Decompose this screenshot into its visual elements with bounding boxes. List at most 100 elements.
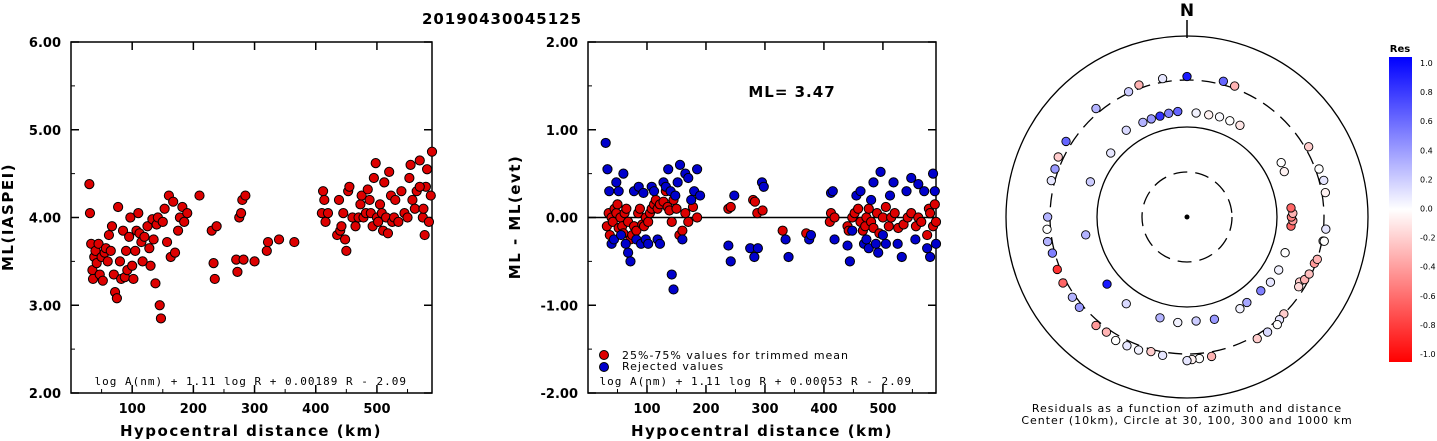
data-point xyxy=(749,196,761,207)
station-point xyxy=(1182,356,1192,366)
x-tick-label: 100 xyxy=(633,402,660,417)
data-point xyxy=(783,251,794,263)
data-point xyxy=(409,203,420,214)
data-point xyxy=(829,234,840,245)
data-point xyxy=(668,284,679,295)
y-tick-label: 1.00 xyxy=(546,124,578,139)
data-point xyxy=(930,238,942,249)
data-point xyxy=(393,216,404,227)
data-point xyxy=(896,251,907,263)
station-point xyxy=(1042,236,1053,247)
data-point xyxy=(103,229,115,241)
colorbar-tick-label: -0.6 xyxy=(1420,292,1436,301)
data-point xyxy=(84,179,95,190)
data-point xyxy=(600,137,611,149)
station-point xyxy=(1272,319,1282,330)
x-tick-label: 400 xyxy=(302,402,329,417)
distance-ring xyxy=(1141,171,1233,263)
data-point xyxy=(344,181,355,192)
data-point xyxy=(638,187,649,199)
data-point xyxy=(870,238,881,249)
data-point xyxy=(114,256,126,267)
station-point xyxy=(1304,142,1314,152)
data-point xyxy=(262,236,274,248)
data-point xyxy=(925,208,936,219)
distance-ring xyxy=(1005,35,1369,399)
station-point xyxy=(1134,80,1144,90)
residual-panel: 100 200 300 400 500 -2.00 -1.00 0.00 1.00 2.00 ML… xyxy=(506,36,942,440)
data-point xyxy=(355,199,366,210)
station-point xyxy=(1206,351,1217,362)
data-point xyxy=(611,177,622,188)
station-point xyxy=(1286,203,1296,213)
x-tick-label: 300 xyxy=(751,402,778,417)
data-points xyxy=(84,146,438,324)
station-point xyxy=(1101,327,1112,337)
data-point xyxy=(607,216,618,227)
x-tick-label: 400 xyxy=(810,402,837,417)
data-point xyxy=(423,216,435,227)
data-point xyxy=(159,203,170,214)
station-point xyxy=(1173,106,1183,117)
data-point xyxy=(618,168,629,179)
distance-ring xyxy=(1096,126,1278,308)
colorbar-ticks: 1.0 0.8 0.6 0.4 0.2 0.0 -0.2 -0.4 -0.6 -0.8 -1.0 xyxy=(1420,59,1436,359)
station-point xyxy=(1218,76,1229,86)
data-points xyxy=(600,137,942,295)
data-point xyxy=(182,208,193,219)
data-point xyxy=(666,216,677,227)
station-point xyxy=(1102,279,1112,289)
data-point xyxy=(404,172,415,184)
data-point xyxy=(927,168,939,179)
station-point xyxy=(1242,297,1252,308)
data-point xyxy=(758,181,769,192)
data-point xyxy=(919,186,930,197)
station-point xyxy=(1191,108,1201,118)
x-axis-label: Hypocentral distance (km) xyxy=(631,422,893,440)
data-point xyxy=(842,240,853,251)
data-point xyxy=(620,238,631,249)
data-point xyxy=(368,172,379,184)
data-point xyxy=(666,269,677,280)
data-point xyxy=(333,194,345,206)
data-point xyxy=(194,190,205,201)
data-point xyxy=(273,234,285,245)
data-point xyxy=(179,216,190,227)
data-point xyxy=(643,216,654,227)
station-point xyxy=(1230,81,1240,91)
station-point xyxy=(1319,236,1329,246)
data-point xyxy=(613,186,624,197)
data-point xyxy=(723,240,734,251)
data-point xyxy=(93,238,104,249)
station-point xyxy=(1091,103,1101,114)
data-point xyxy=(238,254,249,265)
data-point xyxy=(855,186,866,197)
station-point xyxy=(1155,313,1165,323)
y-tick-label: 4.00 xyxy=(29,212,61,227)
data-point xyxy=(117,225,129,236)
data-point xyxy=(418,203,429,214)
data-point xyxy=(883,221,894,232)
station-point xyxy=(1265,277,1276,287)
data-point xyxy=(374,199,386,210)
data-point xyxy=(901,186,912,197)
data-point xyxy=(422,164,433,175)
data-point xyxy=(128,273,139,285)
y-tick-label: 0.00 xyxy=(546,212,578,227)
data-point xyxy=(139,231,150,242)
data-point xyxy=(402,212,413,223)
data-point xyxy=(102,256,113,267)
ml-iaspei-panel: 100 200 300 400 500 2.00 3.00 4.00 5.00 6.00 ML(I… xyxy=(0,36,438,440)
formula-label: log A(nm) + 1.11 log R + 0.00189 R - 2.0… xyxy=(94,375,407,388)
data-point xyxy=(426,146,438,157)
colorbar-tick-label: -0.4 xyxy=(1420,263,1436,272)
station-point xyxy=(1294,282,1304,292)
caption-line-2: Center (10km), Circle at 30, 100, 300 an… xyxy=(1021,414,1352,427)
figure-title: 20190430045125 xyxy=(422,10,582,28)
data-point xyxy=(725,201,736,213)
y-tick-label: 5.00 xyxy=(29,124,61,139)
center-dot xyxy=(1184,214,1190,220)
station-point xyxy=(1146,114,1156,124)
legend: 25%-75% values for trimmed mean Rejected… xyxy=(599,349,848,373)
data-point xyxy=(672,177,683,188)
